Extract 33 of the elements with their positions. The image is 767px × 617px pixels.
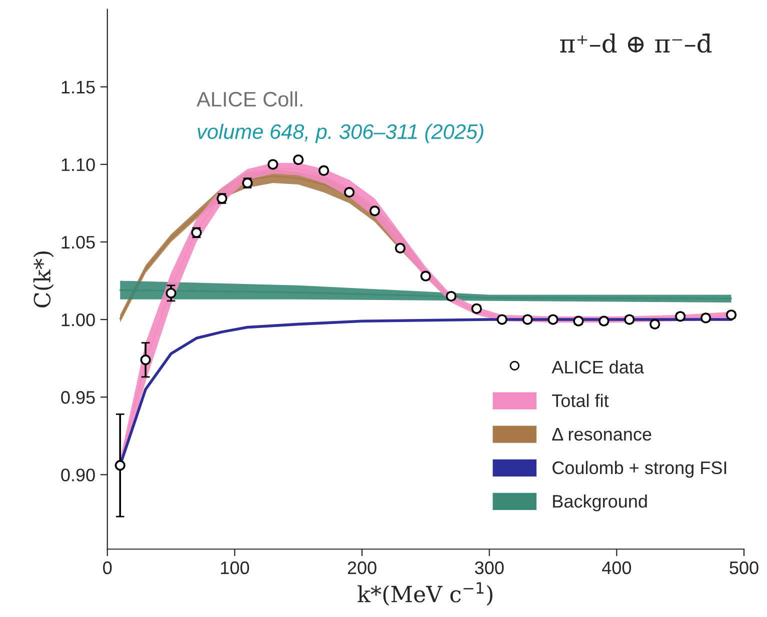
legend-label: Background [553,494,647,512]
legend-label: Coulomb + strong FSI [552,460,726,478]
point [394,242,406,254]
point [726,310,737,320]
point [675,311,686,322]
point [114,460,126,471]
point [369,206,380,216]
legend-label: Total fit [552,394,609,408]
y-tick-label: 0.90 [61,468,95,482]
point [700,312,712,324]
x-tick-label: 200 [348,561,376,574]
y-axis-title: C(k*) [33,251,54,308]
y-tick-label: 0.95 [61,391,95,404]
x-tick-label: 100 [221,561,250,574]
legend-label: ALICE data [552,360,644,374]
annotation: ALICE Coll. [196,91,302,107]
x-tick-label: 400 [602,561,632,574]
y-tick-label: 1.15 [62,80,95,94]
x-tick-label: 500 [730,561,758,574]
point [166,288,176,298]
legend-label: Δ resonance [552,428,652,441]
point [318,165,330,176]
annotation: π⁺–d ⊕ π⁻–d̄ [560,33,712,53]
y-tick-label: 1.05 [62,236,95,249]
x-tick-label: 0 [103,561,112,574]
x-tick-label: 300 [474,561,504,574]
x-axis-title: k*(MeV c$^{−1}$) [358,582,492,606]
point [344,187,355,198]
annotation: volume 648, p. 306–311 (2025) [198,124,484,144]
point [140,354,151,366]
y-tick-label: 1.00 [62,313,95,326]
y-tick-label: 1.10 [62,158,95,172]
point [420,270,431,282]
